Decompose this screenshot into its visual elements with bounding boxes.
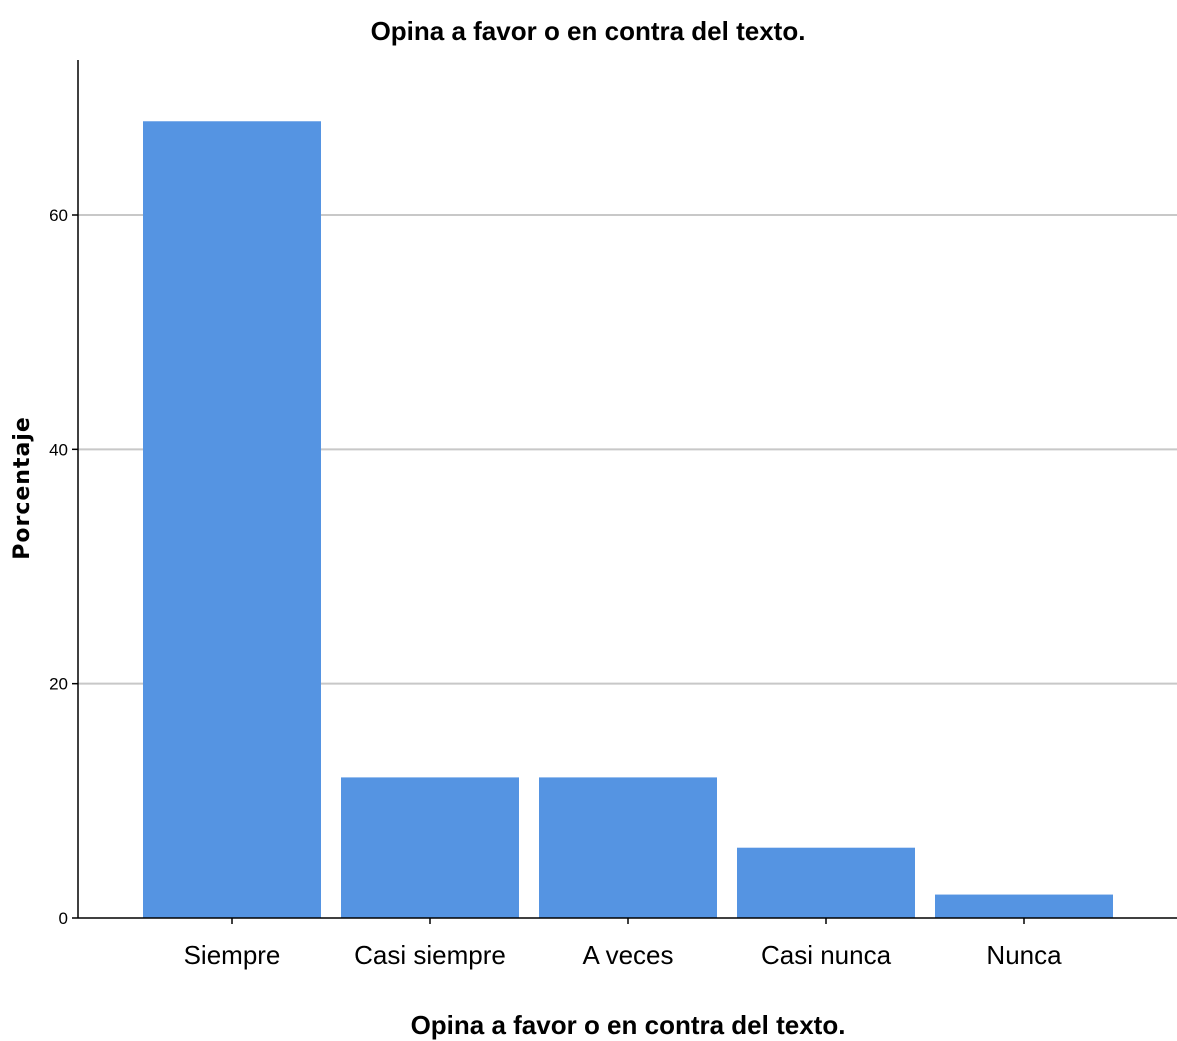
- x-category-label: A veces: [582, 940, 673, 970]
- chart-title: Opina a favor o en contra del texto.: [371, 16, 806, 46]
- bar-siempre: [143, 121, 321, 919]
- bar-a-veces: [539, 777, 717, 918]
- x-category-label: Casi nunca: [761, 940, 892, 970]
- y-tick-label-20: 20: [49, 675, 68, 694]
- y-axis-ticks: 0 20 40 60: [49, 206, 78, 928]
- y-tick-label-60: 60: [49, 206, 68, 225]
- y-tick-label-40: 40: [49, 440, 68, 459]
- x-axis-label: Opina a favor o en contra del texto.: [411, 1010, 846, 1040]
- y-tick-label-0: 0: [59, 909, 68, 928]
- x-category-label: Siempre: [184, 940, 281, 970]
- bar-casi-nunca: [737, 847, 915, 918]
- x-category-label: Nunca: [986, 940, 1062, 970]
- bar-casi-siempre: [341, 777, 519, 918]
- bar-nunca: [935, 894, 1113, 918]
- bars: [143, 121, 1113, 919]
- x-category-label: Casi siempre: [354, 940, 506, 970]
- y-axis-label: Porcentaje: [10, 416, 35, 560]
- x-axis-categories: Siempre Casi siempre A veces Casi nunca Nunc…: [184, 918, 1062, 970]
